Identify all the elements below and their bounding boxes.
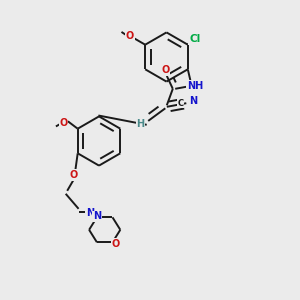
Text: O: O xyxy=(70,170,78,180)
Text: O: O xyxy=(161,65,170,75)
Text: N: N xyxy=(189,96,197,106)
Text: H: H xyxy=(136,119,145,129)
Text: NH: NH xyxy=(187,81,203,91)
Text: Cl: Cl xyxy=(189,34,200,44)
Text: O: O xyxy=(126,32,134,41)
Text: C: C xyxy=(177,99,183,108)
Text: N: N xyxy=(85,208,94,218)
Text: O: O xyxy=(111,239,120,249)
Text: N: N xyxy=(93,212,101,221)
Text: O: O xyxy=(59,118,68,128)
